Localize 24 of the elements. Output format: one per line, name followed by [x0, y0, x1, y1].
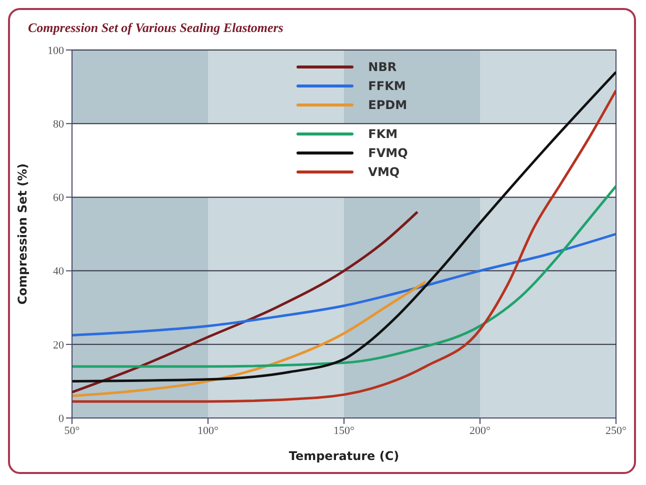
line-series — [72, 280, 427, 398]
y-tick-label: 40 — [53, 266, 64, 278]
legend-label: FVMQ — [368, 146, 408, 160]
line-series — [72, 232, 616, 336]
legend-label: VMQ — [368, 164, 400, 178]
chart-title: Compression Set of Various Sealing Elastomers — [27, 19, 284, 37]
y-tick-label: 60 — [53, 192, 64, 204]
y-tick-label: 100 — [48, 44, 64, 57]
legend-label: EPDM — [368, 98, 408, 112]
x-tick-label: 200° — [470, 424, 490, 437]
x-tick-label: 100° — [198, 424, 218, 437]
legend-label: FFKM — [368, 78, 406, 92]
y-tick-label: 80 — [53, 118, 64, 131]
x-tick-label: 150° — [334, 424, 354, 437]
x-axis-title: Temperature (C) — [288, 449, 400, 463]
x-tick-label: 50° — [64, 424, 80, 437]
y-axis-title: Compression Set (%) — [15, 163, 30, 305]
legend-label: FKM — [368, 126, 398, 140]
y-tick-label: 20 — [53, 339, 64, 352]
line-series — [72, 184, 616, 368]
line-series — [72, 210, 419, 394]
legend-label: NBR — [368, 60, 397, 74]
x-tick-label: 250° — [606, 424, 626, 437]
y-tick-label: 0 — [58, 412, 64, 425]
